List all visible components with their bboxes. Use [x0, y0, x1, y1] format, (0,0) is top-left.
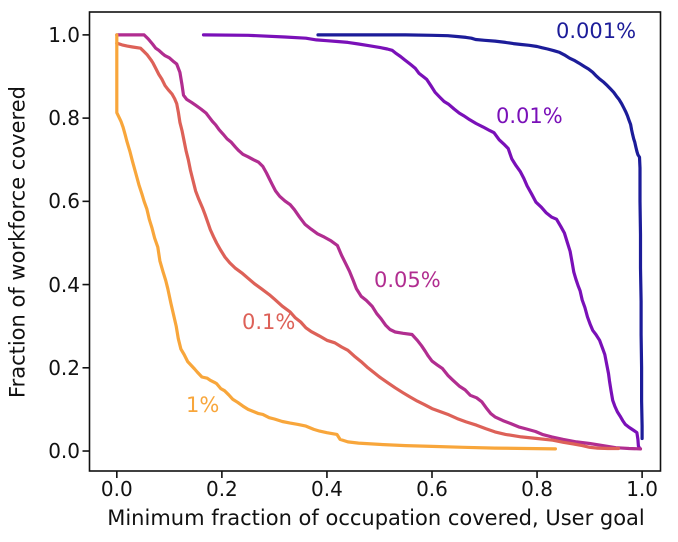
curve-label-005pct: 0.05% [374, 268, 441, 292]
y-tick-label: 0.0 [48, 439, 80, 464]
curve-label-01pct: 0.1% [242, 310, 296, 334]
curve-label-001pct: 0.01% [496, 104, 563, 128]
y-tick-label: 0.4 [48, 272, 80, 297]
y-tick-label: 0.2 [48, 355, 80, 380]
axis-ticks [82, 34, 643, 478]
y-tick-label: 0.8 [48, 106, 80, 131]
x-tick-label: 0.4 [311, 477, 343, 501]
plot-border [88, 11, 662, 472]
curves [115, 33, 644, 451]
curve-label-1pct: 1% [186, 393, 220, 417]
x-tick-label: 0.8 [521, 477, 553, 501]
x-tick-label: 0.0 [100, 477, 133, 501]
x-tick-label: 1.0 [626, 477, 659, 501]
x-tick-label: 0.6 [416, 477, 448, 501]
x-axis-label: Minimum fraction of occupation covered, … [107, 506, 645, 530]
curve-label-0001pct: 0.001% [556, 19, 637, 43]
y-axis-label: Fraction of workforce covered [5, 86, 30, 398]
x-tick-label: 0.2 [205, 477, 238, 501]
y-tick-label: 0.6 [48, 189, 80, 214]
y-tick-label: 1.0 [48, 22, 80, 47]
